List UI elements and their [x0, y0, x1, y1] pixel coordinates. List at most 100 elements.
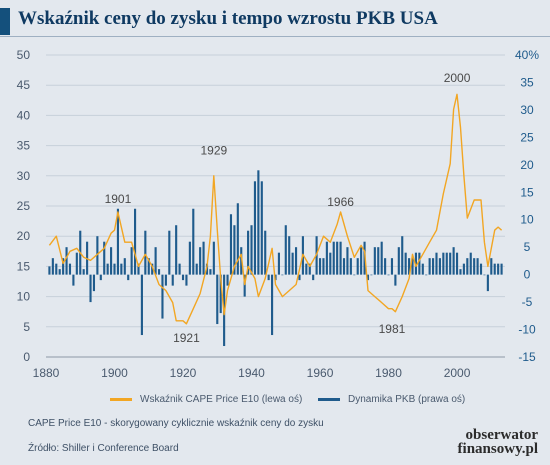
y-right-tick-label: -10: [518, 323, 536, 337]
gdp-bar: [144, 230, 147, 275]
gdp-bar: [127, 274, 130, 281]
chart-plot: 0 5 10 15 20 25 30 35 40 45 50 -15 -10 -5 0 5 10 15 20 25 30…: [17, 48, 540, 380]
gdp-bar: [58, 269, 61, 275]
logo-line1: obserwator: [465, 427, 538, 443]
footnote: CAPE Price E10 - skorygowany cyklicznie …: [28, 418, 324, 429]
x-tick-label: 1960: [307, 366, 334, 380]
gdp-bar: [185, 274, 188, 286]
gdp-bar: [349, 258, 352, 275]
legend-gdp-label: Dynamika PKB (prawa oś): [348, 394, 466, 405]
gdp-bar: [408, 258, 411, 275]
gdp-bar: [89, 274, 92, 303]
gdp-bar: [236, 203, 239, 275]
gdp-bar: [92, 274, 96, 292]
y-right-tick-label: 30: [520, 103, 534, 117]
gdp-bar: [497, 263, 500, 275]
gdp-bar: [377, 247, 380, 275]
gdp-bar: [294, 247, 298, 275]
gdp-bar: [414, 252, 418, 275]
gdp-bar: [209, 269, 212, 275]
gdp-bar: [216, 274, 219, 325]
gdp-bar: [260, 181, 263, 275]
gdp-bar: [48, 266, 51, 275]
x-tick-label: 2000: [444, 366, 471, 380]
gdp-bar: [164, 274, 167, 286]
y-right-tick-label: 15: [520, 185, 534, 199]
y-right-tick-label: 35: [520, 75, 534, 89]
gdp-bar: [318, 258, 322, 275]
y-right-tick-label: -15: [518, 350, 536, 364]
gdp-bar: [154, 247, 157, 275]
gdp-bar: [267, 274, 270, 281]
gdp-bar: [397, 247, 400, 275]
gdp-bar: [445, 252, 448, 275]
gdp-bar: [298, 274, 301, 281]
gdp-bar: [339, 241, 342, 275]
grid-lines: [46, 54, 505, 358]
gdp-bar: [55, 263, 58, 275]
gdp-bar: [247, 230, 250, 275]
gdp-bar: [96, 236, 99, 275]
gdp-bar: [229, 214, 233, 275]
gdp-bar: [342, 258, 346, 275]
gdp-bar: [500, 263, 503, 275]
gdp-bar: [257, 170, 260, 275]
gdp-bar: [356, 258, 359, 275]
gdp-bar: [199, 247, 202, 275]
gdp-bar: [384, 258, 387, 275]
gdp-bar: [271, 274, 274, 336]
gdp-bar: [490, 258, 493, 275]
x-tick-label: 1880: [33, 366, 60, 380]
gdp-bar: [452, 247, 455, 275]
logo-line2: finansowy.pl: [457, 441, 538, 457]
gdp-bar: [178, 263, 181, 275]
gdp-bar: [411, 258, 414, 275]
gdp-bar: [336, 241, 339, 275]
gdp-bar: [438, 258, 441, 275]
gdp-bar: [65, 247, 68, 275]
gdp-bar: [469, 252, 472, 275]
peak-label: 2000: [444, 71, 471, 85]
gdp-bar: [219, 274, 222, 314]
legend-cape-label: Wskaźnik CAPE Price E10 (lewa oś): [140, 394, 303, 405]
gdp-bar: [188, 241, 191, 275]
gdp-bar: [421, 263, 424, 275]
peak-label: 1981: [379, 322, 406, 336]
peak-label: 1921: [173, 331, 200, 345]
legend-gdp-swatch: [318, 397, 340, 401]
y-left-tick-label: 40: [17, 108, 31, 122]
gdp-bar: [133, 208, 137, 275]
gdp-bar: [459, 269, 462, 275]
gdp-bar: [442, 252, 445, 275]
y-left-tick-label: 30: [17, 169, 31, 183]
gdp-bar: [253, 181, 257, 275]
gdp-bar: [473, 258, 476, 275]
gdp-bar: [161, 274, 164, 319]
y-right-tick-label: 25: [520, 130, 534, 144]
gdp-bar: [151, 263, 154, 275]
peak-label: 1929: [200, 144, 227, 158]
y-right-tick-label: 20: [520, 158, 534, 172]
gdp-bar: [130, 247, 133, 275]
gdp-bar: [401, 236, 404, 275]
y-left-tick-label: 50: [17, 48, 31, 62]
y-left-tick-label: 10: [17, 290, 31, 304]
gdp-bar: [106, 263, 109, 275]
x-tick-label: 1940: [238, 366, 265, 380]
gdp-bar: [75, 252, 78, 275]
cape-line-layer: [48, 93, 503, 325]
gdp-bar: [493, 263, 496, 275]
gdp-bar: [312, 274, 315, 281]
peak-label: 1966: [327, 195, 354, 209]
gdp-bar: [387, 274, 390, 276]
gdp-bar: [462, 263, 465, 275]
y-right-tick-label: 0: [524, 268, 531, 282]
gdp-bar: [233, 225, 236, 275]
y-right-tick-label: -5: [522, 295, 533, 309]
gdp-bar: [264, 230, 267, 275]
gdp-bar: [175, 225, 178, 275]
gdp-bar: [394, 274, 397, 286]
gdp-bar: [380, 241, 383, 275]
y-left-tick-label: 0: [23, 350, 30, 364]
gdp-bar: [432, 258, 435, 275]
